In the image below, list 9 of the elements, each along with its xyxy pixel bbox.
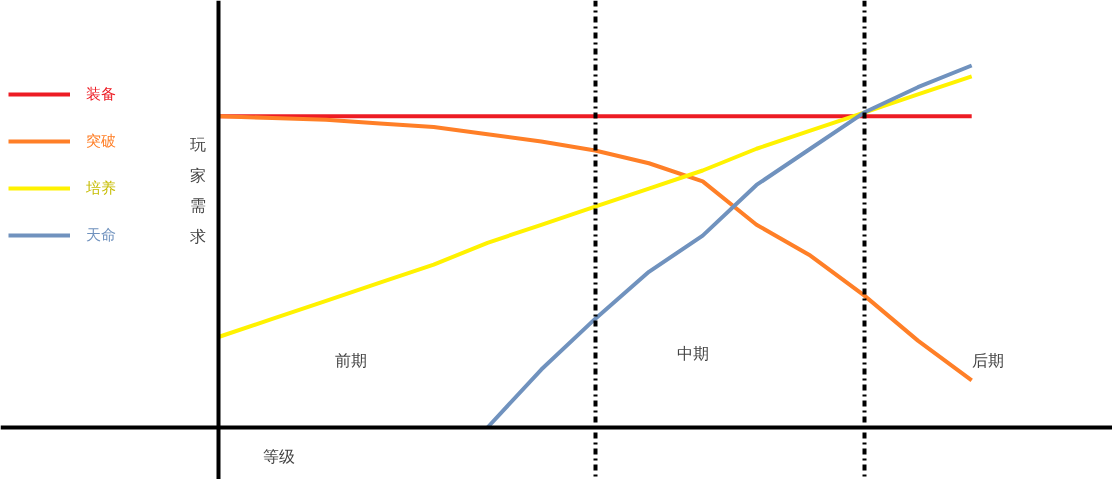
legend-label: 装备: [86, 84, 116, 104]
annotation: 前期: [334, 351, 367, 370]
x-axis-title: 等级: [262, 447, 295, 466]
legend-label: 突破: [86, 131, 116, 151]
annotation: 中期: [676, 344, 709, 363]
legend-label: 培养: [86, 178, 116, 198]
annotation: 后期: [971, 351, 1004, 370]
y-axis-title: 玩家需求: [189, 135, 206, 246]
legend-label: 天命: [86, 225, 116, 245]
